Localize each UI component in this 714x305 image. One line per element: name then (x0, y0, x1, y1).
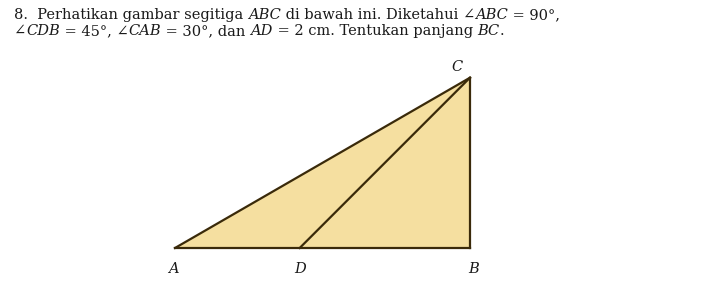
Text: ABC: ABC (248, 8, 281, 22)
Text: = 90°,: = 90°, (508, 8, 560, 22)
Text: CAB: CAB (129, 24, 161, 38)
Text: C: C (451, 60, 463, 74)
Text: A: A (168, 262, 178, 276)
Text: BC: BC (478, 24, 500, 38)
Text: AD: AD (251, 24, 273, 38)
Text: di bawah ini. Diketahui ∠: di bawah ini. Diketahui ∠ (281, 8, 475, 22)
Text: = 30°, dan: = 30°, dan (161, 24, 251, 38)
Text: 8.  Perhatikan gambar segitiga: 8. Perhatikan gambar segitiga (14, 8, 248, 22)
Text: D: D (293, 262, 306, 276)
Text: .: . (500, 24, 504, 38)
Text: ABC: ABC (475, 8, 508, 22)
Text: CDB: CDB (26, 24, 60, 38)
Polygon shape (175, 78, 470, 248)
Text: ∠: ∠ (14, 24, 26, 38)
Text: = 45°, ∠: = 45°, ∠ (60, 24, 129, 38)
Text: = 2 cm. Tentukan panjang: = 2 cm. Tentukan panjang (273, 24, 478, 38)
Text: B: B (468, 262, 479, 276)
